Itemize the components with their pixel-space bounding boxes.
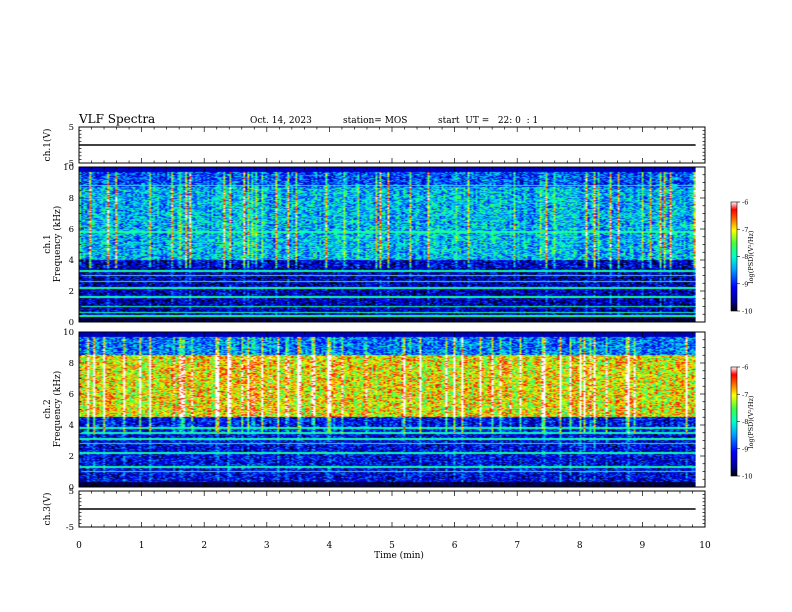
- x-tick-label: 9: [640, 541, 646, 551]
- y-tick-label: 8: [69, 194, 74, 204]
- x-axis-label: Time (min): [374, 550, 424, 561]
- x-tick-label: 0: [76, 541, 82, 551]
- colorbar-tick-label: -10: [742, 308, 752, 316]
- y-tick-label: 2: [69, 287, 74, 297]
- ch1-waveform-ylabel: ch.1(V): [42, 129, 53, 162]
- date-label: Oct. 14, 2023: [250, 116, 312, 126]
- axis-ticks: 0 1 2 3 4 5 6 7 8 9 105-5024681002468105-5-6-7-8-9…: [63, 123, 752, 551]
- y-tick-label: 6: [69, 390, 74, 400]
- x-tick-label: 7: [514, 541, 520, 551]
- station-label: station= MOS: [343, 116, 407, 126]
- x-tick-label: 3: [264, 541, 270, 551]
- x-tick-label: 10: [699, 541, 711, 551]
- y-tick-label: 10: [63, 163, 74, 173]
- figure-title: VLF Spectra: [78, 112, 155, 126]
- y-tick-label: 10: [63, 328, 74, 338]
- x-tick-label: 8: [577, 541, 583, 551]
- ch2-colorbar-gradient: [730, 366, 738, 477]
- colorbar-tick-label: -8: [742, 418, 748, 426]
- x-tick-label: 5: [389, 541, 395, 551]
- colorbar-tick-label: -6: [742, 199, 748, 207]
- ch1-spectrogram: [78, 166, 706, 323]
- y-tick-label: 5: [69, 487, 74, 497]
- y-tick-label: 0: [69, 318, 74, 328]
- x-tick-label: 4: [327, 541, 333, 551]
- start-time-label: start UT = 22: 0 : 1: [438, 116, 538, 126]
- colorbar-tick-label: -9: [742, 280, 748, 288]
- y-tick-label: -5: [66, 523, 74, 533]
- ch2-spectrogram-image: [79, 332, 696, 487]
- ch1-colorbar-label: log(PSD)(V²/Hz): [747, 230, 755, 283]
- y-tick-label: 2: [69, 452, 74, 462]
- y-tick-label: 4: [69, 256, 74, 266]
- colorbar-tick-label: -8: [742, 253, 748, 261]
- ch2-spectrogram-ylabel-frequency: Frequency (kHz): [52, 371, 63, 448]
- y-tick-label: 4: [69, 421, 74, 431]
- ch1-colorbar-gradient: [730, 201, 738, 312]
- colorbar-tick-label: -10: [742, 473, 752, 481]
- y-tick-label: -5: [66, 159, 74, 169]
- y-tick-label: 0: [69, 483, 74, 493]
- colorbar-tick-label: -7: [742, 391, 748, 399]
- y-tick-label: 8: [69, 359, 74, 369]
- ch2-spectrogram-ylabel-channel: ch.2: [43, 399, 53, 418]
- ch3-waveform-ylabel: ch.3(V): [42, 493, 53, 526]
- colorbar-tick-label: -9: [742, 445, 748, 453]
- colorbar-tick-label: -6: [742, 364, 748, 372]
- ch2-colorbar-label: log(PSD)(V²/Hz): [747, 395, 755, 448]
- ch1-spectrogram-image: [79, 167, 696, 322]
- x-tick-label: 2: [201, 541, 207, 551]
- x-tick-label: 1: [139, 541, 145, 551]
- ch1-spectrogram-ylabel-frequency: Frequency (kHz): [52, 206, 63, 283]
- colorbar-tick-label: -7: [742, 226, 748, 234]
- ch1-spectrogram-ylabel-channel: ch.1: [43, 234, 53, 253]
- y-tick-label: 5: [69, 123, 74, 133]
- y-tick-label: 6: [69, 225, 74, 235]
- ch2-spectrogram: [78, 331, 706, 488]
- x-tick-label: 6: [452, 541, 458, 551]
